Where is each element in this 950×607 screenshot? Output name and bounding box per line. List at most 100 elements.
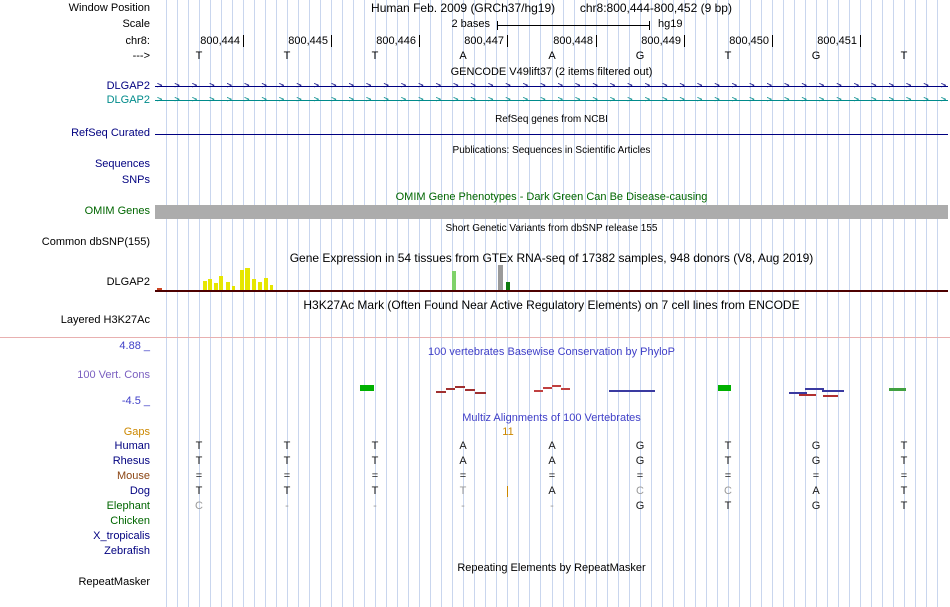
ruler-position-label[interactable]: 800,446 xyxy=(376,35,416,47)
ruler-tick[interactable] xyxy=(596,35,597,47)
multiz-alignment-base[interactable]: T xyxy=(724,440,732,452)
multiz-alignment-base[interactable]: G xyxy=(635,500,645,512)
multiz-alignment-base[interactable]: T xyxy=(900,485,908,497)
multiz-alignment-base[interactable]: = xyxy=(283,470,291,482)
multiz-alignment-base[interactable]: - xyxy=(285,500,289,512)
multiz-alignment-base[interactable]: T xyxy=(195,455,203,467)
ruler-position-label[interactable]: 800,444 xyxy=(200,35,240,47)
multiz-alignment-base[interactable]: A xyxy=(548,440,556,452)
gtex-expression-bar[interactable] xyxy=(498,265,503,291)
sequence-base[interactable]: T xyxy=(283,50,291,62)
ruler-position-label[interactable]: 800,445 xyxy=(288,35,328,47)
multiz-alignment-base[interactable]: T xyxy=(283,485,291,497)
multiz-alignment-base[interactable]: T xyxy=(724,455,732,467)
gtex-expression-bar[interactable] xyxy=(264,278,268,291)
multiz-alignment-base[interactable]: = xyxy=(812,470,820,482)
gtex-expression-bar[interactable] xyxy=(232,286,235,291)
ruler-tick[interactable] xyxy=(419,35,420,47)
ruler-tick[interactable] xyxy=(684,35,685,47)
multiz-alignment-base[interactable]: T xyxy=(900,440,908,452)
multiz-alignment-base[interactable]: G xyxy=(635,440,645,452)
multiz-alignment-base[interactable]: C xyxy=(636,485,644,497)
multiz-alignment-base[interactable]: T xyxy=(900,455,908,467)
phylop-wiggle-segment[interactable] xyxy=(561,388,570,390)
multiz-alignment-base[interactable]: - xyxy=(373,500,377,512)
gtex-expression-bar[interactable] xyxy=(240,270,244,291)
sequence-base[interactable]: T xyxy=(724,50,732,62)
phylop-wiggle-segment[interactable] xyxy=(552,385,561,387)
gencode-strand-arrows[interactable]: >>>>>>>>>>>>>>>>>>>>>>>>>>>>>>>>>>>>>>>>… xyxy=(157,81,946,91)
multiz-alignment-base[interactable]: A xyxy=(548,485,556,497)
phylop-wiggle-segment[interactable] xyxy=(822,390,844,392)
sequence-base[interactable]: G xyxy=(635,50,645,62)
phylop-wiggle-segment[interactable] xyxy=(475,392,486,394)
multiz-alignment-base[interactable]: G xyxy=(811,455,821,467)
gtex-expression-bar[interactable] xyxy=(452,271,456,291)
multiz-alignment-base[interactable]: G xyxy=(811,500,821,512)
phylop-wiggle-segment[interactable] xyxy=(455,386,465,388)
gencode-transcript-line[interactable] xyxy=(155,86,948,87)
gtex-expression-bar[interactable] xyxy=(226,282,230,291)
multiz-alignment-base[interactable]: = xyxy=(371,470,379,482)
gencode-transcript-line[interactable] xyxy=(155,100,948,101)
phylop-wiggle-segment[interactable] xyxy=(465,389,475,391)
gtex-expression-bar[interactable] xyxy=(270,285,273,291)
sequence-base[interactable]: T xyxy=(371,50,379,62)
multiz-alignment-base[interactable]: A xyxy=(459,455,467,467)
sequence-base[interactable]: A xyxy=(459,50,467,62)
multiz-alignment-base[interactable]: A xyxy=(459,440,467,452)
multiz-alignment-base[interactable]: T xyxy=(195,485,203,497)
phylop-wiggle-segment[interactable] xyxy=(718,385,731,391)
phylop-wiggle-segment[interactable] xyxy=(534,390,543,392)
gtex-baseline[interactable] xyxy=(155,290,948,292)
sequence-base[interactable]: G xyxy=(811,50,821,62)
multiz-alignment-base[interactable]: = xyxy=(195,470,203,482)
multiz-alignment-base[interactable]: T xyxy=(283,440,291,452)
phylop-wiggle-segment[interactable] xyxy=(789,392,807,394)
multiz-alignment-base[interactable]: G xyxy=(635,455,645,467)
ruler-tick[interactable] xyxy=(243,35,244,47)
multiz-alignment-base[interactable]: T xyxy=(724,500,732,512)
multiz-alignment-base[interactable]: A xyxy=(548,455,556,467)
multiz-alignment-base[interactable]: = xyxy=(900,470,908,482)
ruler-tick[interactable] xyxy=(331,35,332,47)
phylop-wiggle-segment[interactable] xyxy=(436,391,446,393)
phylop-wiggle-segment[interactable] xyxy=(823,395,838,397)
gtex-expression-bar[interactable] xyxy=(252,279,256,291)
gtex-expression-bar[interactable] xyxy=(245,268,250,291)
multiz-alignment-base[interactable]: C xyxy=(724,485,732,497)
ruler-position-label[interactable]: 800,451 xyxy=(817,35,857,47)
ruler-tick[interactable] xyxy=(507,35,508,47)
multiz-alignment-base[interactable]: T xyxy=(195,440,203,452)
gtex-expression-bar[interactable] xyxy=(214,283,218,291)
phylop-wiggle-segment[interactable] xyxy=(799,394,816,396)
gtex-expression-bar[interactable] xyxy=(208,279,212,291)
gtex-expression-bar[interactable] xyxy=(157,288,162,291)
gencode-strand-arrows[interactable]: >>>>>>>>>>>>>>>>>>>>>>>>>>>>>>>>>>>>>>>>… xyxy=(157,95,946,105)
refseq-gene-line[interactable] xyxy=(155,134,948,135)
phylop-wiggle-segment[interactable] xyxy=(360,385,374,391)
ruler-position-label[interactable]: 800,447 xyxy=(464,35,504,47)
multiz-alignment-base[interactable]: = xyxy=(548,470,556,482)
sequence-base[interactable]: T xyxy=(900,50,908,62)
multiz-alignment-base[interactable]: T xyxy=(459,485,467,497)
multiz-alignment-base[interactable]: C xyxy=(195,500,203,512)
phylop-wiggle-segment[interactable] xyxy=(543,387,552,389)
multiz-alignment-base[interactable]: = xyxy=(636,470,644,482)
sequence-base[interactable]: T xyxy=(195,50,203,62)
ruler-position-label[interactable]: 800,449 xyxy=(641,35,681,47)
multiz-alignment-base[interactable]: T xyxy=(371,455,379,467)
omim-genes-bar[interactable] xyxy=(155,205,948,219)
gtex-expression-bar[interactable] xyxy=(203,281,207,291)
phylop-wiggle-segment[interactable] xyxy=(446,388,455,390)
multiz-insertion-marker[interactable] xyxy=(507,486,508,497)
multiz-alignment-base[interactable]: T xyxy=(900,500,908,512)
multiz-alignment-base[interactable]: - xyxy=(550,500,554,512)
multiz-alignment-base[interactable]: T xyxy=(283,455,291,467)
ruler-position-label[interactable]: 800,448 xyxy=(553,35,593,47)
phylop-wiggle-segment[interactable] xyxy=(609,390,655,392)
multiz-alignment-base[interactable]: A xyxy=(812,485,820,497)
gtex-expression-bar[interactable] xyxy=(219,276,223,291)
multiz-alignment-base[interactable]: = xyxy=(459,470,467,482)
ruler-tick[interactable] xyxy=(772,35,773,47)
